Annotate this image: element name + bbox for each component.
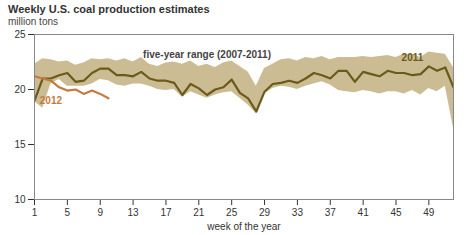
html-text:Weekly U.S. coal production es: Weekly U.S. coal production estimates: [8, 3, 210, 15]
svg-text:25: 25: [14, 29, 26, 40]
svg-text:20: 20: [14, 84, 26, 95]
svg-text:25: 25: [226, 207, 238, 218]
svg-text:9: 9: [97, 207, 103, 218]
svg-text:15: 15: [14, 139, 26, 150]
svg-text:21: 21: [193, 207, 205, 218]
svg-text:45: 45: [390, 207, 402, 218]
svg-text:2011: 2011: [402, 52, 424, 63]
svg-text:17: 17: [160, 207, 172, 218]
svg-text:49: 49: [423, 207, 435, 218]
svg-text:37: 37: [325, 207, 337, 218]
svg-text:29: 29: [259, 207, 271, 218]
svg-text:13: 13: [128, 207, 140, 218]
svg-text:33: 33: [292, 207, 304, 218]
svg-text:41: 41: [358, 207, 370, 218]
svg-text:week of the year: week of the year: [206, 221, 281, 232]
svg-text:2012: 2012: [40, 95, 63, 106]
svg-text:five-year range (2007-2011): five-year range (2007-2011): [143, 49, 271, 60]
svg-text:5: 5: [65, 207, 71, 218]
svg-text:10: 10: [14, 194, 26, 205]
svg-text:1: 1: [32, 207, 38, 218]
html-text:million tons: million tons: [8, 16, 58, 27]
